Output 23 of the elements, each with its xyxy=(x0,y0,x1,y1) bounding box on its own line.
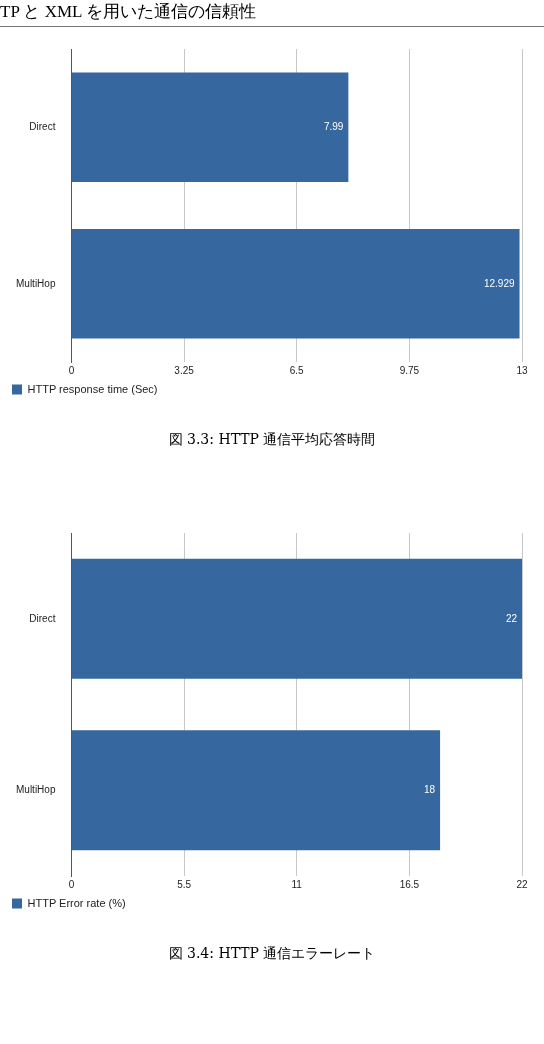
data-label: 22 xyxy=(505,612,518,624)
x-tick-label: 9.75 xyxy=(399,364,420,376)
legend-label: HTTP response time (Sec) xyxy=(27,382,158,395)
y-tick-label: Direct xyxy=(29,121,56,132)
data-label: 12.929 xyxy=(483,277,515,289)
x-tick-label: 6.5 xyxy=(289,364,305,376)
x-tick-label: 0 xyxy=(68,364,75,376)
x-tick-label: 11 xyxy=(291,878,303,890)
x-tick-label: 13 xyxy=(516,364,528,376)
x-tick-label: 0 xyxy=(68,878,75,890)
text: 図 3.3: HTTP 通信平均応答時間 xyxy=(167,431,377,449)
x-tick-label: 16.5 xyxy=(399,878,420,890)
x-tick-label: 3.25 xyxy=(174,364,195,376)
y-tick-label: Direct xyxy=(29,612,56,624)
y-tick-label: MultiHop xyxy=(15,784,56,795)
data-label: 7.99 xyxy=(323,121,344,132)
y-tick-label: MultiHop xyxy=(15,277,56,289)
text: 図 3.4: HTTP 通信エラーレート xyxy=(167,945,377,963)
x-tick-label: 22 xyxy=(516,878,528,890)
text: TP と XML を用いた通信の信頼性 xyxy=(0,0,544,27)
data-label: 18 xyxy=(423,784,436,795)
legend-label: HTTP Error rate (%) xyxy=(27,896,126,909)
x-tick-label: 5.5 xyxy=(177,878,192,890)
